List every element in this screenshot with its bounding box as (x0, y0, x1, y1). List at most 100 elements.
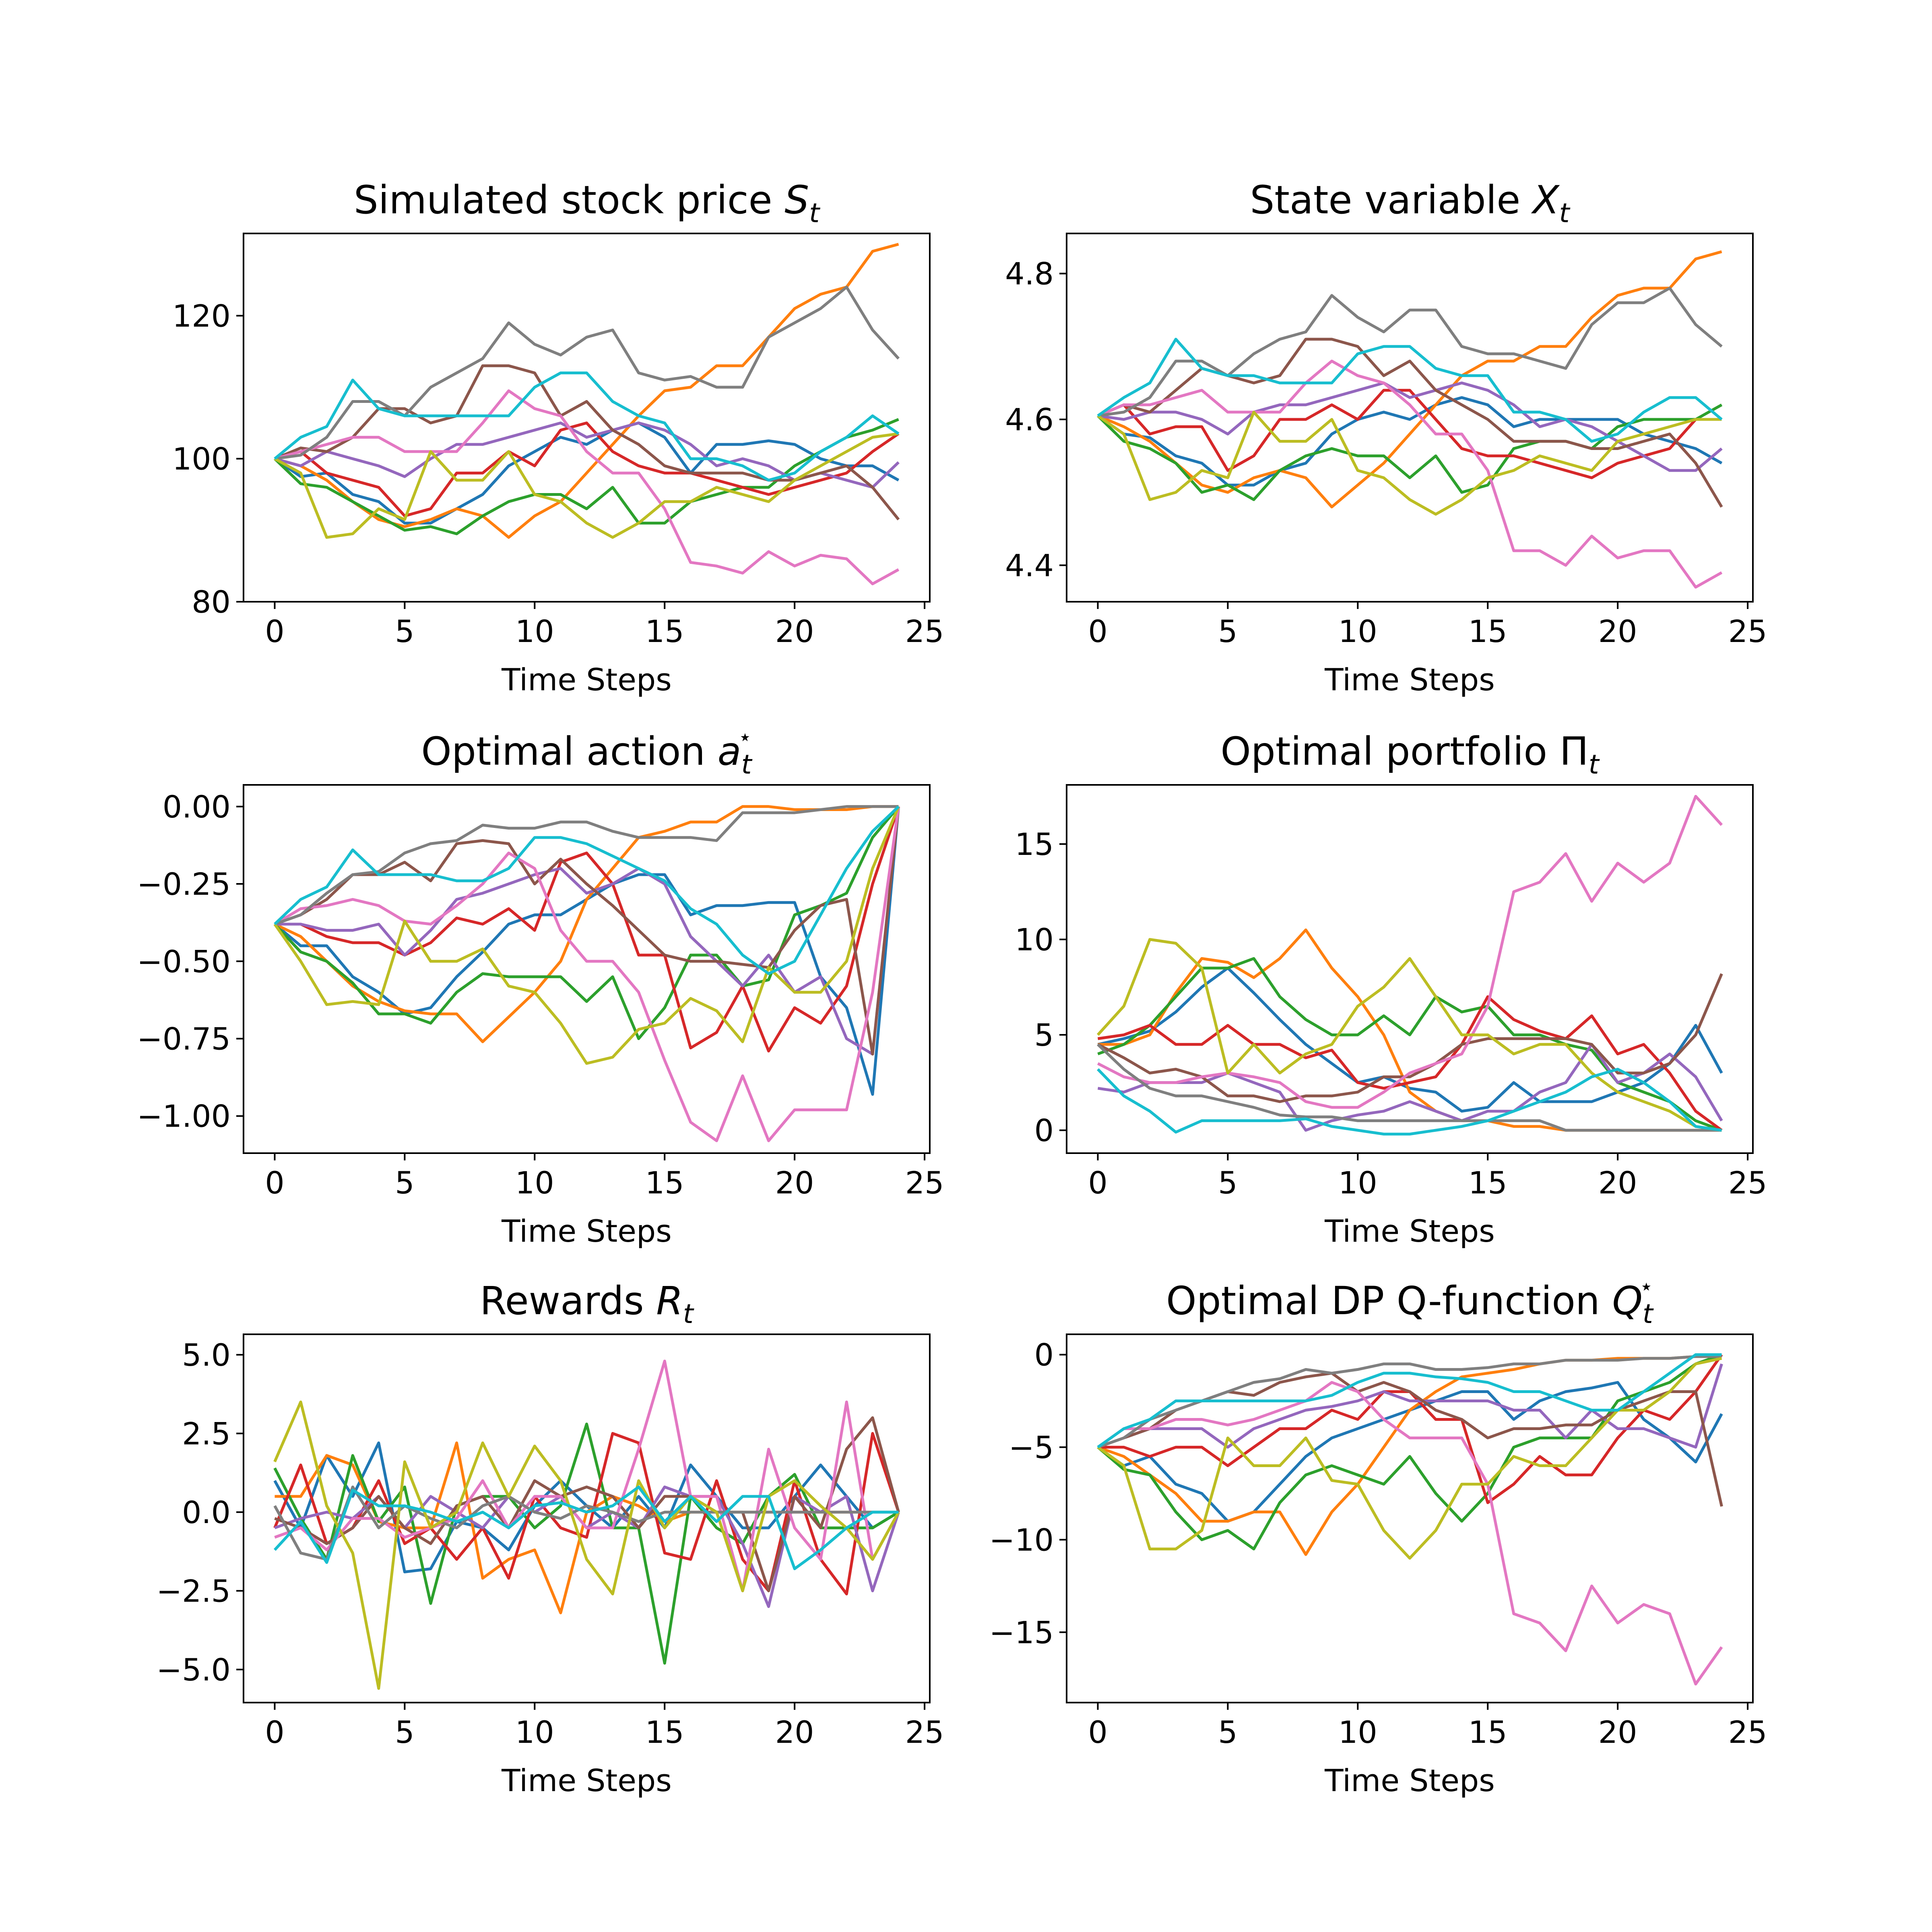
series-line-9 (1096, 938, 1722, 1132)
x-tick-label: 15 (1468, 1165, 1507, 1201)
x-tick-label: 20 (1598, 1165, 1637, 1201)
x-tick-label: 20 (775, 1714, 814, 1750)
axes-frame (243, 784, 931, 1154)
chart-panel-5: 0 5 10 15 20 25 −5.0 −2.5 0.0 2.5 5.0 Time Steps Rew… (156, 1278, 944, 1798)
y-tick-label: 120 (172, 298, 231, 334)
x-tick-label: 5 (1218, 1714, 1237, 1750)
x-tick-label: 5 (395, 1165, 414, 1201)
series-line-7 (274, 389, 900, 586)
y-tick-label: 2.5 (182, 1416, 231, 1451)
axes-frame (243, 1333, 931, 1703)
y-tick-label: −1.00 (137, 1098, 231, 1134)
chart-title: Simulated stock price St (354, 178, 820, 229)
x-tick-label: 25 (1728, 613, 1767, 649)
y-tick-label: −15 (989, 1614, 1054, 1650)
chart-title-subscript: t (809, 198, 820, 229)
chart-title-symbol: Q (1612, 1278, 1643, 1323)
series-line-1 (274, 421, 900, 525)
series-line-1 (274, 806, 900, 1096)
y-tick-label: 4.8 (1005, 256, 1054, 292)
series-line-6 (274, 1416, 900, 1592)
series-line-3 (273, 805, 900, 1040)
chart-title: State variable Xt (1250, 178, 1570, 229)
x-tick-label: 20 (1598, 613, 1637, 649)
x-tick-label: 10 (1338, 1165, 1377, 1201)
x-tick-label: 15 (645, 613, 684, 649)
x-axis-label: Time Steps (1324, 1763, 1495, 1798)
y-tick-label: −10 (989, 1522, 1054, 1558)
series-line-3 (1097, 403, 1723, 501)
series-line-7 (1097, 1381, 1723, 1686)
chart-title-symbol: X (1531, 178, 1560, 223)
series-line-8 (1098, 287, 1723, 417)
chart-title: Optimal DP Q-function Qt⋆ (1166, 1274, 1654, 1329)
chart-title-superscript: ⋆ (1639, 1274, 1653, 1300)
x-tick-label: 10 (515, 1714, 554, 1750)
series-line-8 (273, 1485, 899, 1561)
y-tick-label: 0 (1034, 1337, 1054, 1373)
axes-frame (1066, 784, 1754, 1154)
y-tick-label: −5.0 (156, 1652, 231, 1688)
chart-title-text: Optimal action (421, 729, 717, 774)
series-line-4 (1097, 995, 1723, 1131)
series-line-4 (1097, 389, 1722, 479)
chart-panel-3: 0 5 10 15 20 25 −1.00 −0.75 −0.50 −0.25 0.00 Time S… (137, 724, 944, 1249)
series-line-10 (1097, 338, 1723, 443)
chart-title-text: Rewards (480, 1278, 656, 1323)
y-tick-label: −0.75 (137, 1021, 231, 1057)
x-tick-label: 10 (1338, 613, 1377, 649)
y-tick-label: −5 (1009, 1429, 1054, 1465)
series-line-9 (1097, 411, 1722, 516)
x-tick-label: 0 (265, 613, 284, 649)
x-tick-label: 5 (395, 1714, 414, 1750)
axes-frame (1066, 233, 1754, 603)
axes-frame (1066, 1333, 1754, 1703)
series-line-9 (273, 1400, 900, 1690)
y-tick-label: 100 (172, 441, 231, 477)
x-tick-label: 15 (645, 1714, 684, 1750)
series-line-3 (274, 418, 899, 535)
chart-title-symbol: a (718, 729, 741, 774)
x-axis-label: Time Steps (1324, 1213, 1495, 1249)
series-line-4 (274, 421, 900, 518)
chart-panel-1: 0 5 10 15 20 25 80 100 120 Time Steps Simulated st… (172, 178, 944, 698)
series-line-2 (1097, 1355, 1722, 1556)
series-line-1 (1097, 396, 1723, 487)
x-tick-label: 25 (1728, 1165, 1767, 1201)
series-line-7 (274, 1360, 900, 1592)
chart-title-subscript: t (1559, 198, 1571, 229)
x-tick-label: 25 (905, 1714, 944, 1750)
y-tick-label: −2.5 (156, 1573, 231, 1609)
chart-title-subscript: t (1589, 749, 1600, 780)
x-tick-label: 0 (1088, 1714, 1107, 1750)
x-tick-label: 20 (1598, 1714, 1637, 1750)
series-line-10 (1097, 1353, 1722, 1449)
series-line-8 (275, 285, 900, 460)
series-line-7 (274, 806, 900, 1142)
series-line-9 (274, 432, 899, 539)
y-tick-label: 80 (192, 584, 231, 620)
x-tick-label: 25 (1728, 1714, 1767, 1750)
x-tick-label: 10 (1338, 1714, 1377, 1750)
x-tick-label: 0 (1088, 1165, 1107, 1201)
x-tick-label: 20 (775, 613, 814, 649)
x-axis-label: Time Steps (501, 1763, 672, 1798)
x-axis-label: Time Steps (501, 1213, 672, 1249)
chart-title: Rewards Rt (480, 1278, 694, 1329)
chart-title-subscript: t (741, 749, 753, 780)
x-tick-label: 15 (645, 1165, 684, 1201)
chart-title-subscript: t (1643, 1298, 1654, 1329)
y-tick-label: 5 (1034, 1017, 1054, 1053)
y-tick-label: 4.6 (1005, 402, 1054, 438)
series-line-3 (1097, 1353, 1722, 1550)
chart-title: Optimal action at⋆ (421, 724, 752, 780)
chart-title-symbol: R (656, 1278, 683, 1323)
y-tick-label: 0 (1034, 1113, 1054, 1148)
series-line-10 (274, 805, 900, 975)
series-line-6 (1097, 1372, 1723, 1507)
series-line-2 (274, 805, 899, 1043)
series-line-9 (273, 806, 900, 1065)
y-tick-label: 10 (1015, 922, 1054, 958)
chart-title: Optimal portfolio Πt (1220, 729, 1600, 780)
